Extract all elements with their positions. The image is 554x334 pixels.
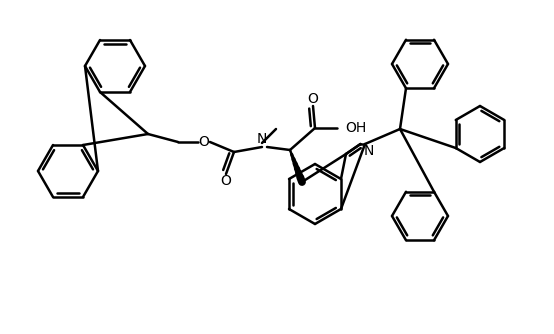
Text: N: N xyxy=(364,144,374,158)
Text: OH: OH xyxy=(345,121,366,135)
Text: O: O xyxy=(198,135,209,149)
Text: O: O xyxy=(307,92,319,106)
Text: O: O xyxy=(220,174,232,188)
Text: N: N xyxy=(257,132,267,146)
